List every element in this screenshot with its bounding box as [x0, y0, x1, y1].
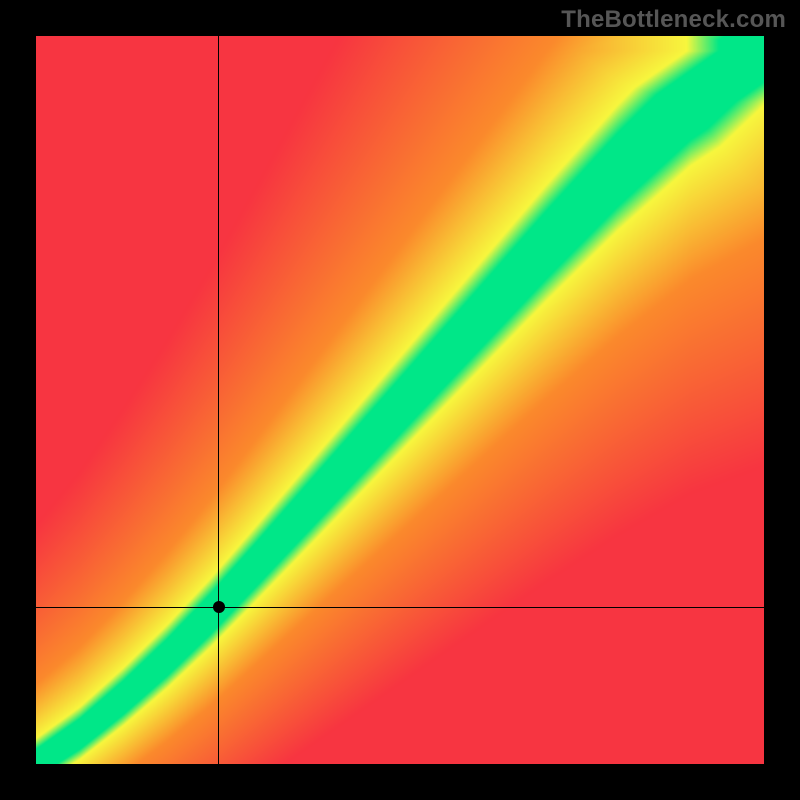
- crosshair-horizontal: [36, 607, 764, 608]
- chart-stage: TheBottleneck.com: [0, 0, 800, 800]
- plot-inner: [36, 36, 764, 764]
- heatmap-canvas: [36, 36, 764, 764]
- heatmap-plot: [36, 36, 764, 764]
- crosshair-vertical: [218, 36, 219, 764]
- watermark-text: TheBottleneck.com: [561, 6, 786, 34]
- marker-dot: [213, 601, 225, 613]
